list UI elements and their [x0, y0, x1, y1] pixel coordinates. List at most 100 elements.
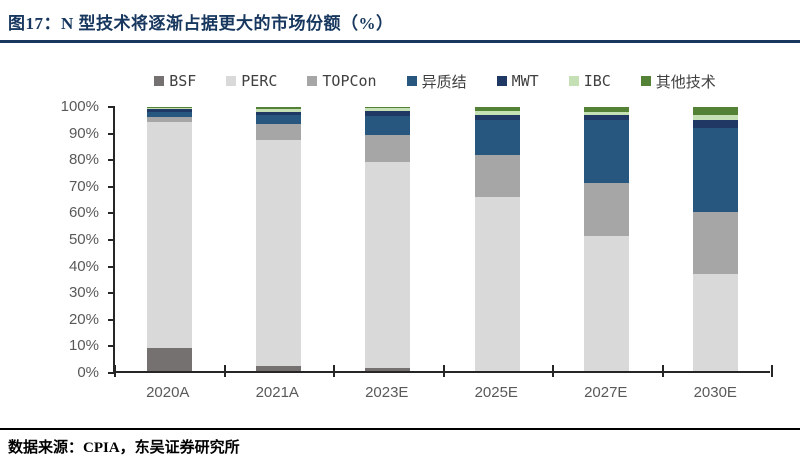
- bar-segment-TOPCon: [692, 211, 738, 275]
- legend-label: TOPCon: [322, 72, 377, 90]
- bar-segment-异质结: [474, 120, 520, 155]
- bar-slot-2025E: [443, 107, 552, 371]
- bar-slot-2021A: [224, 107, 333, 371]
- stacked-bar-2021A: [256, 107, 302, 371]
- bar-segment-MWT: [692, 120, 738, 129]
- bar-slot-2020A: [115, 107, 224, 371]
- bar-segment-其他技术: [256, 107, 302, 109]
- y-tick-mark: [108, 106, 115, 108]
- y-tick-mark: [108, 345, 115, 348]
- bar-segment-BSF: [147, 347, 193, 371]
- legend-item-异质结: 异质结: [406, 71, 467, 92]
- legend-swatch-icon: [406, 76, 417, 86]
- x-tick-label-2023E: 2023E: [365, 384, 409, 401]
- stacked-bar-2030E: [692, 107, 738, 371]
- y-tick-label: 30%: [68, 284, 99, 302]
- bar-segment-其他技术: [365, 107, 411, 109]
- x-tick-mark: [661, 365, 664, 377]
- bar-segment-PERC: [583, 236, 629, 371]
- bar-slot-2027E: [552, 107, 661, 371]
- x-tick-label-2027E: 2027E: [584, 384, 628, 401]
- y-tick-label: 100%: [60, 98, 99, 115]
- bar-segment-IBC: [583, 111, 629, 115]
- y-tick-label: 10%: [68, 337, 99, 355]
- x-tick-mark: [333, 365, 335, 377]
- legend-item-其他技术: 其他技术: [640, 71, 716, 92]
- legend-label: MWT: [511, 72, 539, 90]
- bar-segment-IBC: [365, 108, 411, 112]
- x-tick-mark: [771, 365, 773, 377]
- legend-item-BSF: BSF: [154, 72, 196, 90]
- legend-item-PERC: PERC: [226, 72, 277, 90]
- data-source: 数据来源：CPIA，东吴证券研究所: [8, 440, 240, 456]
- x-tick-mark: [442, 365, 445, 377]
- y-axis-labels: 0% 10% 20% 30% 40% 50% 60% 70% 80% 90% 100%: [0, 98, 107, 381]
- legend-swatch-icon: [307, 76, 318, 86]
- y-tick-mark: [108, 265, 115, 268]
- bar-segment-异质结: [256, 115, 302, 125]
- bar-segment-其他技术: [692, 107, 738, 115]
- bar-segment-PERC: [147, 122, 193, 348]
- bar-segment-MWT: [147, 108, 193, 112]
- footer-divider: [0, 428, 800, 430]
- bar-slot-2030E: [661, 107, 770, 371]
- title-divider: [0, 40, 800, 43]
- bar-segment-IBC: [147, 107, 193, 109]
- bar-segment-IBC: [474, 111, 520, 115]
- y-tick-mark: [108, 132, 115, 135]
- bar-segment-MWT: [256, 112, 302, 116]
- x-tick-mark: [114, 365, 116, 377]
- y-tick-label: 80%: [68, 151, 99, 169]
- y-tick-label: 90%: [68, 124, 99, 142]
- bar-segment-MWT: [474, 114, 520, 121]
- legend-label: BSF: [169, 72, 197, 90]
- stacked-bar-2023E: [365, 107, 411, 371]
- y-tick-label: 60%: [68, 204, 99, 222]
- bar-segment-异质结: [147, 111, 193, 118]
- legend-item-IBC: IBC: [568, 72, 611, 90]
- bar-segment-PERC: [365, 161, 411, 369]
- bar-segment-异质结: [365, 116, 411, 135]
- plot-area: [115, 107, 770, 371]
- bar-segment-其他技术: [583, 107, 629, 112]
- y-tick-mark: [108, 212, 115, 215]
- legend-swatch-icon: [226, 76, 237, 86]
- bar-segment-PERC: [692, 274, 738, 371]
- legend-label: PERC: [241, 72, 278, 90]
- stacked-bar-2025E: [474, 107, 520, 371]
- bar-slot-2023E: [333, 107, 442, 371]
- y-tick-mark: [108, 185, 115, 188]
- x-tick-label-2021A: 2021A: [255, 384, 299, 401]
- bar-segment-TOPCon: [147, 117, 193, 123]
- chart-legend: BSF PERC TOPCon 异质结 MWT IBC 其他技术: [95, 70, 775, 92]
- y-tick-mark: [108, 372, 115, 374]
- bar-segment-异质结: [583, 120, 629, 183]
- bar-segment-BSF: [365, 368, 411, 371]
- legend-swatch-icon: [568, 76, 579, 86]
- y-tick-mark: [108, 159, 115, 162]
- y-tick-mark: [108, 239, 115, 241]
- bar-segment-其他技术: [147, 107, 193, 108]
- bar-segment-IBC: [256, 108, 302, 113]
- y-tick-label: 0%: [77, 364, 99, 381]
- legend-item-MWT: MWT: [496, 72, 539, 90]
- y-tick-label: 50%: [68, 231, 99, 248]
- bar-segment-BSF: [256, 366, 302, 371]
- legend-swatch-icon: [154, 76, 165, 86]
- legend-label: IBC: [583, 72, 611, 90]
- x-tick-label-2030E: 2030E: [693, 384, 737, 401]
- legend-label: 异质结: [421, 72, 467, 91]
- bar-segment-TOPCon: [256, 124, 302, 140]
- x-tick-mark: [552, 365, 554, 377]
- x-tick-mark: [223, 365, 226, 377]
- legend-label: 其他技术: [655, 72, 716, 91]
- legend-item-TOPCon: TOPCon: [307, 72, 377, 90]
- stacked-bar-2020A: [147, 107, 193, 371]
- bar-segment-TOPCon: [474, 154, 520, 198]
- bar-segment-PERC: [474, 197, 520, 371]
- bar-segment-MWT: [583, 114, 629, 121]
- legend-swatch-icon: [496, 76, 507, 86]
- bar-segment-TOPCon: [365, 134, 411, 162]
- bar-segment-MWT: [365, 111, 411, 117]
